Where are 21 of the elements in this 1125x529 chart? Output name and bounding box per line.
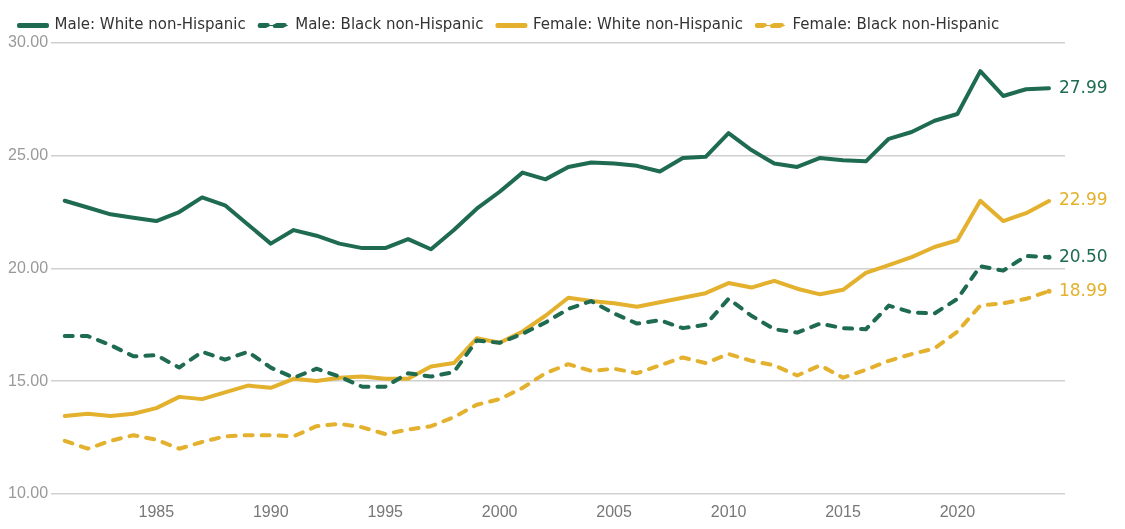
x-tick-label: 2000: [481, 502, 518, 520]
y-tick-label: 20.00: [7, 258, 49, 276]
y-tick-label: 10.00: [7, 484, 49, 502]
x-tick-label: 1985: [138, 502, 175, 520]
y-tick-label: 25.00: [7, 146, 49, 164]
x-tick-label: 2005: [596, 502, 632, 520]
data-label: 20.50: [1058, 245, 1108, 266]
x-tick-label: 2015: [825, 502, 861, 520]
data-label: 27.99: [1058, 76, 1108, 97]
legend-label: Male: Black non-Hispanic: [295, 15, 484, 34]
y-tick-label: 30.00: [7, 33, 49, 51]
legend-label: Female: White non-Hispanic: [532, 15, 743, 34]
legend-label: Male: White non-Hispanic: [54, 15, 246, 34]
x-tick-label: 1990: [252, 502, 289, 520]
data-label: 18.99: [1058, 279, 1108, 300]
y-tick-label: 15.00: [7, 371, 49, 389]
x-tick-label: 2020: [939, 502, 976, 520]
legend-label: Female: Black non-Hispanic: [792, 15, 1000, 34]
x-tick-label: 1995: [367, 502, 404, 520]
x-tick-label: 2010: [710, 502, 747, 520]
data-label: 22.99: [1058, 189, 1108, 210]
